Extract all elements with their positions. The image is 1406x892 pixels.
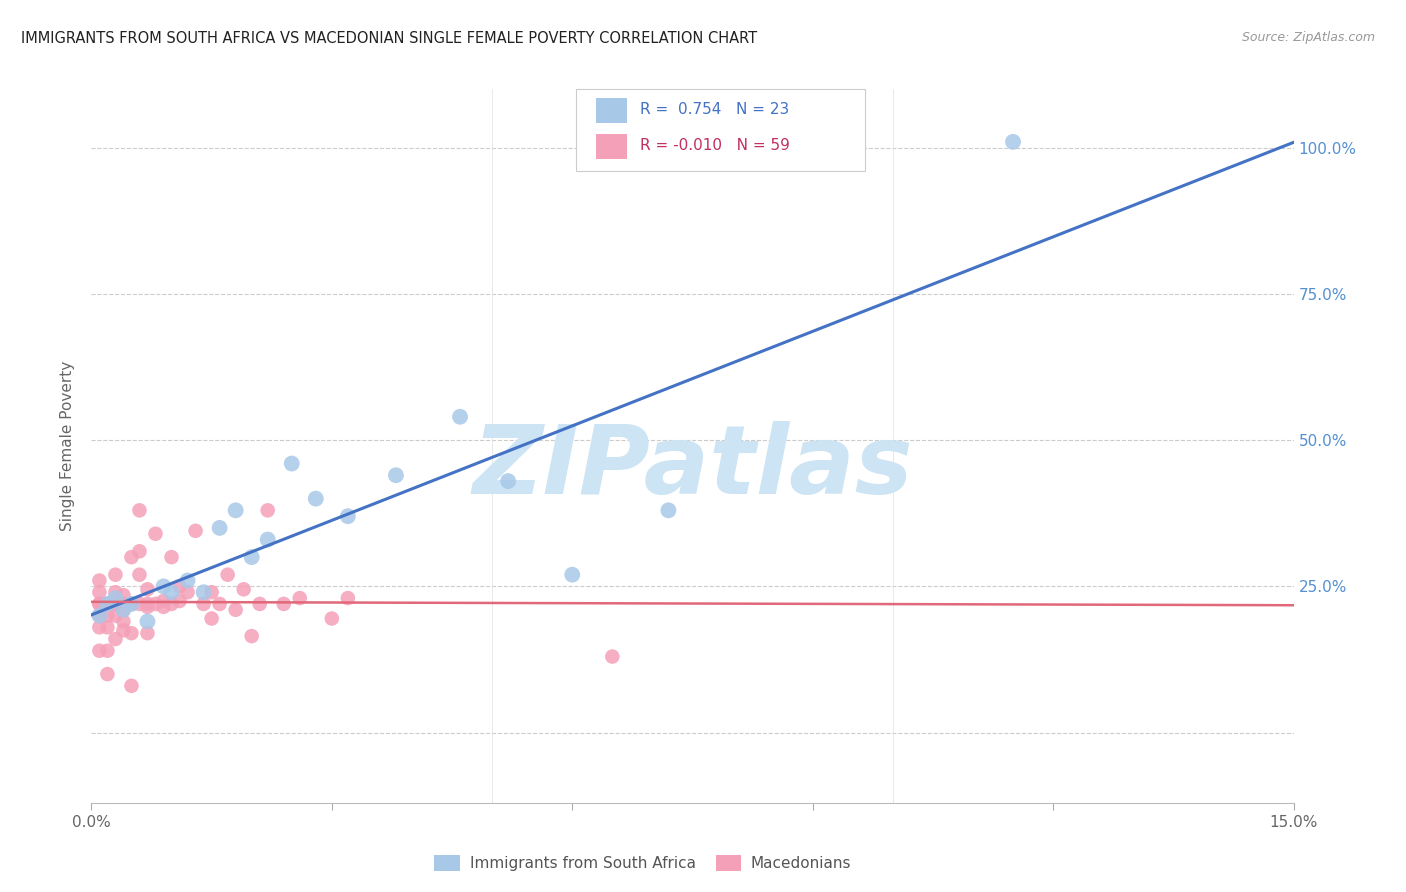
Point: [385, 468, 408, 483]
Point: [89, 585, 111, 599]
Point: [152, 594, 174, 608]
Point: [256, 533, 278, 547]
Point: [121, 597, 143, 611]
Point: [184, 524, 207, 538]
Y-axis label: Single Female Poverty: Single Female Poverty: [60, 361, 76, 531]
Point: [217, 567, 239, 582]
Point: [128, 503, 150, 517]
Point: [89, 608, 111, 623]
Point: [121, 550, 143, 565]
Point: [89, 597, 111, 611]
Point: [240, 629, 263, 643]
Point: [112, 603, 135, 617]
Point: [225, 503, 247, 517]
Point: [96, 608, 118, 623]
Point: [256, 503, 278, 517]
Point: [104, 608, 127, 623]
Point: [96, 644, 118, 658]
Point: [336, 509, 359, 524]
Point: [104, 632, 127, 646]
Point: [232, 582, 254, 597]
Point: [225, 603, 247, 617]
Point: [201, 611, 224, 625]
Point: [449, 409, 471, 424]
Point: [96, 667, 118, 681]
Point: [305, 491, 328, 506]
Point: [145, 597, 167, 611]
Point: [104, 591, 127, 605]
Point: [104, 597, 127, 611]
Point: [249, 597, 271, 611]
Point: [96, 620, 118, 634]
Point: [112, 603, 135, 617]
Point: [121, 626, 143, 640]
Text: Source: ZipAtlas.com: Source: ZipAtlas.com: [1241, 31, 1375, 45]
Text: Immigrants from South Africa: Immigrants from South Africa: [470, 856, 696, 871]
Point: [112, 624, 135, 638]
Point: [104, 567, 127, 582]
Point: [321, 611, 343, 625]
Text: Macedonians: Macedonians: [751, 856, 851, 871]
Point: [169, 579, 191, 593]
Point: [1001, 135, 1024, 149]
Text: ZIPatlas: ZIPatlas: [472, 421, 912, 514]
Point: [89, 597, 111, 611]
Point: [193, 585, 215, 599]
Point: [561, 567, 583, 582]
Point: [96, 597, 118, 611]
Point: [128, 597, 150, 611]
Point: [112, 615, 135, 629]
Point: [240, 550, 263, 565]
Point: [121, 597, 143, 611]
Point: [602, 649, 624, 664]
Text: R = -0.010   N = 59: R = -0.010 N = 59: [640, 138, 790, 153]
Point: [152, 599, 174, 614]
Text: IMMIGRANTS FROM SOUTH AFRICA VS MACEDONIAN SINGLE FEMALE POVERTY CORRELATION CHA: IMMIGRANTS FROM SOUTH AFRICA VS MACEDONI…: [21, 31, 758, 46]
Point: [176, 574, 198, 588]
Point: [160, 597, 183, 611]
Point: [288, 591, 311, 605]
Point: [201, 585, 224, 599]
Point: [152, 579, 174, 593]
Point: [89, 574, 111, 588]
Point: [89, 620, 111, 634]
Point: [169, 594, 191, 608]
Point: [145, 526, 167, 541]
Point: [121, 679, 143, 693]
Point: [160, 585, 183, 599]
Point: [281, 457, 304, 471]
Point: [96, 597, 118, 611]
Point: [208, 597, 231, 611]
Point: [208, 521, 231, 535]
Point: [176, 585, 198, 599]
Point: [136, 599, 159, 614]
Point: [160, 550, 183, 565]
Point: [136, 597, 159, 611]
Point: [112, 597, 135, 611]
Point: [657, 503, 679, 517]
Point: [104, 585, 127, 599]
Point: [193, 597, 215, 611]
Point: [136, 615, 159, 629]
Text: R =  0.754   N = 23: R = 0.754 N = 23: [640, 103, 789, 117]
Point: [336, 591, 359, 605]
Point: [112, 588, 135, 602]
Point: [496, 474, 519, 488]
Point: [273, 597, 295, 611]
Point: [136, 582, 159, 597]
Point: [89, 608, 111, 623]
Point: [128, 544, 150, 558]
Point: [89, 644, 111, 658]
Point: [128, 567, 150, 582]
Point: [136, 626, 159, 640]
